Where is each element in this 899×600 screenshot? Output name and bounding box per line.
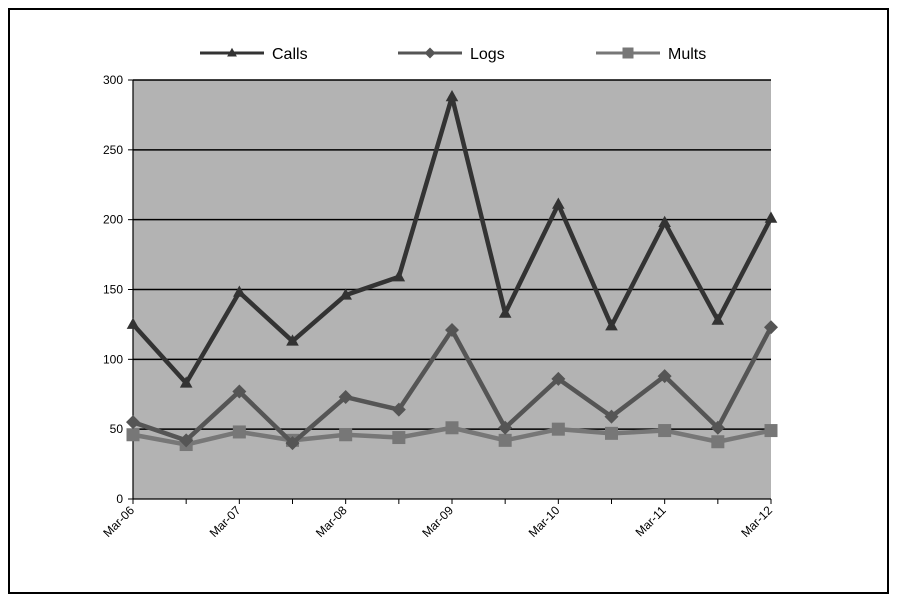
- data-point-logs: [657, 369, 672, 384]
- data-point-calls: [179, 376, 193, 388]
- series-logs: [126, 320, 778, 451]
- data-point-calls: [339, 288, 352, 300]
- data-point-logs: [232, 384, 247, 399]
- data-point-logs: [391, 402, 406, 417]
- x-tick-label: Mar-06: [100, 503, 137, 540]
- y-axis-ticks: 0 50 100 150 200 250 300: [103, 73, 133, 506]
- legend-item-calls: Calls: [200, 46, 308, 63]
- data-point-calls: [498, 306, 512, 318]
- legend-item-logs: Logs: [398, 46, 505, 63]
- x-tick-label: Mar-07: [207, 503, 244, 540]
- data-point-logs: [179, 433, 194, 448]
- data-point-calls: [286, 334, 299, 346]
- data-point-logs: [445, 323, 459, 338]
- legend-label-mults: Mults: [668, 46, 706, 63]
- data-point-mults: [392, 431, 406, 445]
- data-point-logs: [551, 371, 566, 386]
- data-point-mults: [658, 424, 672, 438]
- data-point-mults: [498, 433, 512, 447]
- x-axis-ticks: Mar-06 Mar-07 Mar-08 Mar-09 Mar-10 Mar-11 Mar-…: [100, 499, 775, 540]
- y-tick-label: 100: [103, 352, 123, 366]
- x-tick-label: Mar-11: [633, 503, 669, 539]
- y-tick-label: 150: [103, 283, 123, 297]
- data-point-logs: [338, 390, 353, 405]
- y-tick-label: 0: [116, 492, 123, 506]
- y-tick-label: 50: [110, 422, 124, 436]
- y-tick-label: 300: [103, 73, 123, 87]
- data-point-mults: [764, 424, 778, 438]
- data-point-mults: [551, 422, 565, 436]
- series-group: [126, 90, 778, 452]
- data-point-calls: [658, 215, 671, 227]
- data-point-mults: [605, 426, 618, 440]
- data-point-mults: [126, 428, 140, 442]
- data-point-logs: [285, 436, 300, 451]
- legend-item-mults: Mults: [596, 46, 706, 63]
- data-point-mults: [445, 421, 459, 435]
- legend-marker-logs: [424, 47, 436, 59]
- y-tick-label: 250: [103, 143, 123, 157]
- data-point-calls: [126, 317, 140, 329]
- data-point-calls: [605, 319, 618, 331]
- y-tick-label: 200: [103, 213, 123, 227]
- x-tick-label: Mar-08: [313, 503, 350, 540]
- legend-label-calls: Calls: [272, 46, 308, 63]
- legend-label-logs: Logs: [470, 46, 505, 63]
- x-tick-label: Mar-10: [526, 503, 563, 540]
- legend-marker-calls: [227, 47, 237, 57]
- legend-marker-mults: [622, 47, 634, 59]
- data-point-calls: [392, 270, 406, 282]
- data-point-mults: [232, 425, 246, 439]
- data-point-calls: [445, 90, 459, 102]
- x-tick-label: Mar-09: [419, 503, 456, 540]
- data-point-logs: [126, 415, 140, 430]
- data-point-calls: [233, 285, 246, 297]
- data-point-mults: [711, 435, 725, 449]
- data-point-logs: [710, 420, 725, 435]
- data-point-calls: [552, 197, 565, 209]
- data-point-logs: [498, 420, 513, 435]
- data-point-logs: [604, 409, 619, 424]
- x-tick-label: Mar-12: [738, 503, 775, 540]
- data-point-logs: [764, 320, 778, 335]
- data-point-calls: [764, 211, 778, 223]
- data-point-calls: [711, 313, 725, 325]
- data-point-mults: [339, 428, 353, 442]
- legend: Calls Logs Mults: [200, 46, 706, 63]
- series-calls: [126, 90, 778, 388]
